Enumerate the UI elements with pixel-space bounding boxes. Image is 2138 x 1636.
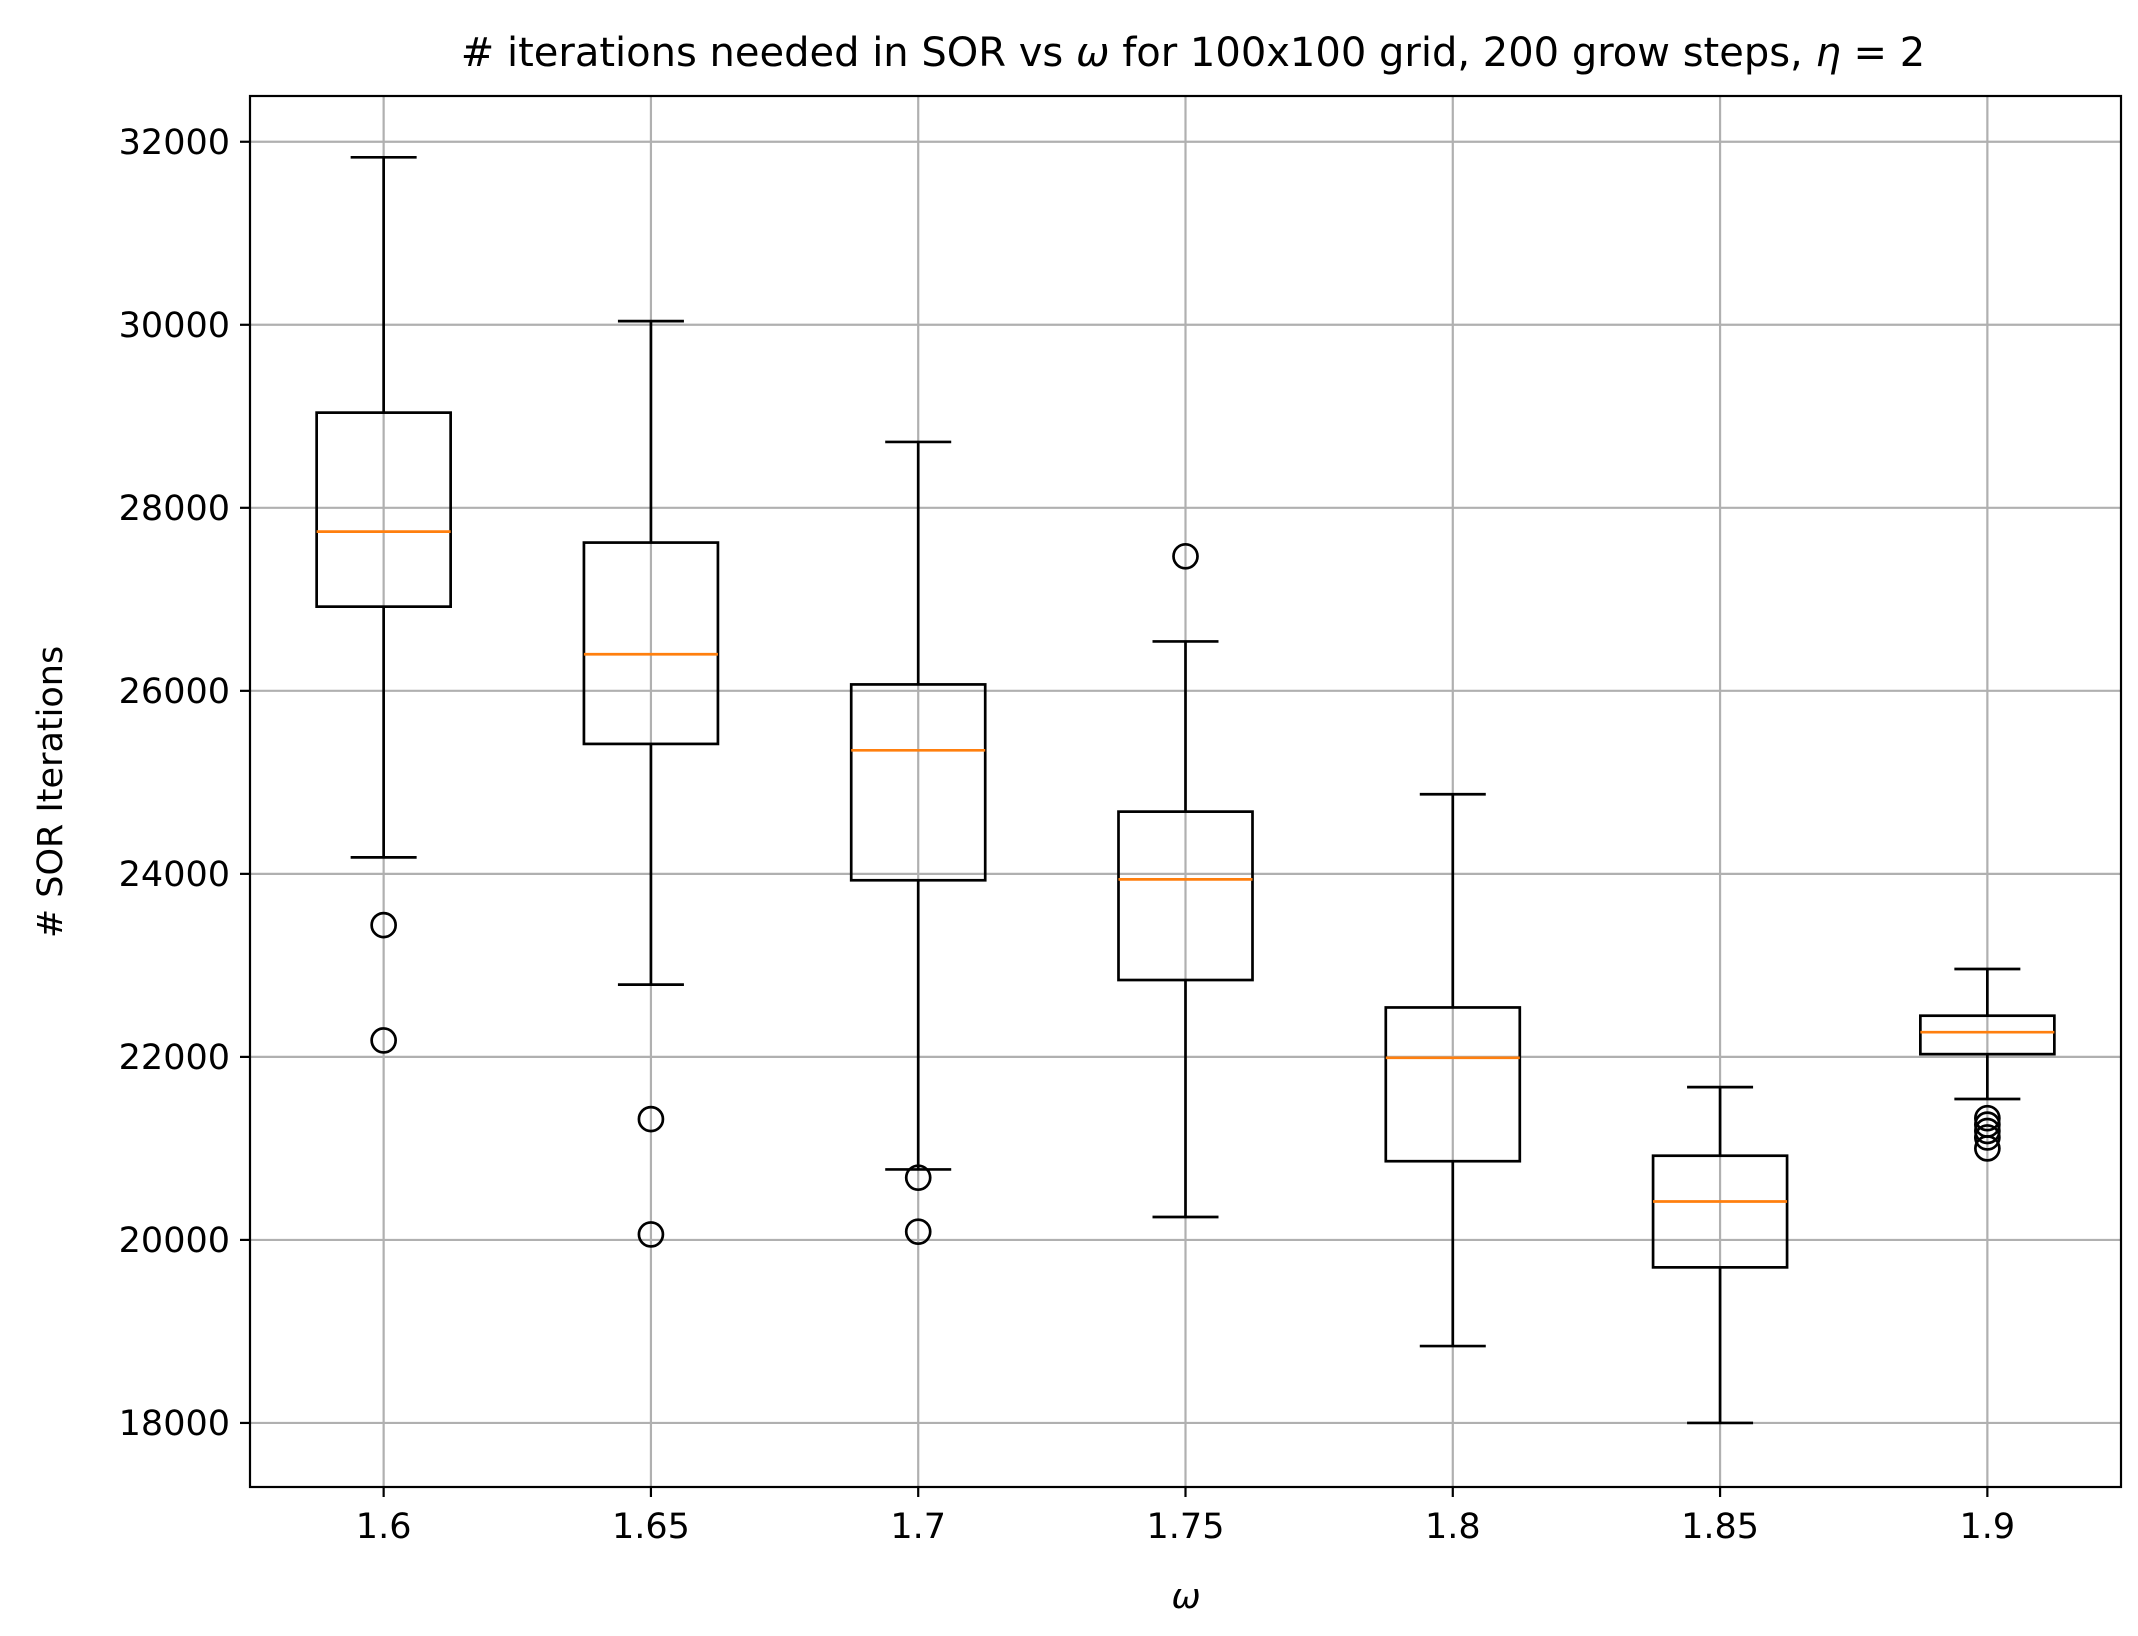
box-series — [315, 155, 2056, 1425]
x-tick-label: 1.75 — [1147, 1507, 1225, 1547]
box-group — [1919, 967, 2056, 1162]
outlier-point — [1172, 542, 1199, 570]
outlier-point — [904, 1164, 932, 1192]
outlier-point — [1974, 1124, 2001, 1151]
y-tick-label: 20000 — [119, 1221, 230, 1261]
y-tick-label: 28000 — [119, 489, 230, 529]
box-group — [315, 155, 452, 1054]
iqr-box — [1384, 1006, 1522, 1163]
axis-ticks: 18000 20000 22000 24000 26000 28000 30000 32000… — [119, 123, 2016, 1547]
x-tick-label: 1.8 — [1425, 1507, 1481, 1547]
box-group — [1384, 792, 1522, 1348]
y-tick-label: 26000 — [119, 672, 230, 712]
iqr-box — [1651, 1154, 1789, 1269]
y-axis-label: # SOR Iterations — [31, 646, 71, 938]
y-tick-label: 22000 — [119, 1038, 230, 1078]
x-tick-label: 1.85 — [1681, 1507, 1759, 1547]
outlier-point — [904, 1218, 932, 1246]
iqr-box — [315, 411, 452, 608]
box-group — [1651, 1085, 1789, 1425]
outlier-point — [1974, 1104, 2001, 1132]
x-axis-label: ω — [1171, 1577, 1200, 1617]
x-tick-label: 1.6 — [356, 1507, 412, 1547]
y-tick-label: 24000 — [119, 855, 230, 895]
box-group — [1117, 542, 1254, 1219]
chart-title: # iterations needed in SOR vs ω for 100x… — [461, 30, 1926, 76]
outlier-point — [637, 1221, 665, 1248]
x-tick-label: 1.7 — [890, 1507, 946, 1547]
y-tick-label: 30000 — [119, 306, 230, 346]
outlier-point — [370, 1027, 397, 1054]
outlier-point — [637, 1105, 665, 1133]
box-group — [582, 319, 720, 1248]
box-group — [849, 440, 987, 1246]
iqr-box — [849, 683, 987, 882]
outlier-point — [1974, 1135, 2001, 1162]
iqr-box — [582, 541, 720, 746]
iqr-box — [1919, 1014, 2056, 1056]
iqr-box — [1117, 810, 1254, 982]
x-tick-label: 1.9 — [1960, 1507, 2016, 1547]
y-tick-label: 18000 — [119, 1404, 230, 1444]
outlier-point — [370, 911, 397, 939]
outlier-point — [1974, 1117, 2001, 1145]
x-tick-label: 1.65 — [612, 1507, 690, 1547]
y-tick-label: 32000 — [119, 123, 230, 163]
